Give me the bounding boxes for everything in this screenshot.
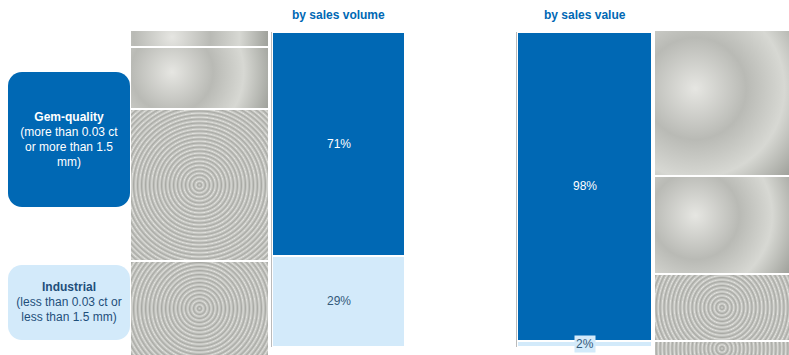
svg-text:29%: 29% [327,294,351,308]
html-text:Gem-quality: Gem-quality [34,109,104,124]
html-text:(more than 0.03 ct or more tha: (more than 0.03 ct or more than 1.5 mm) [20,124,118,169]
html-text:(less than 0.03 ct or less tha: (less than 0.03 ct or less than 1.5 mm) [16,295,122,324]
svg-text:by sales volume: by sales volume [292,8,385,22]
html-text:Industrial: Industrial [42,280,96,294]
svg-text:98%: 98% [573,179,597,193]
svg-text:by sales value: by sales value [544,8,626,22]
svg-text:2%: 2% [576,337,594,351]
svg-text:71%: 71% [327,137,351,151]
